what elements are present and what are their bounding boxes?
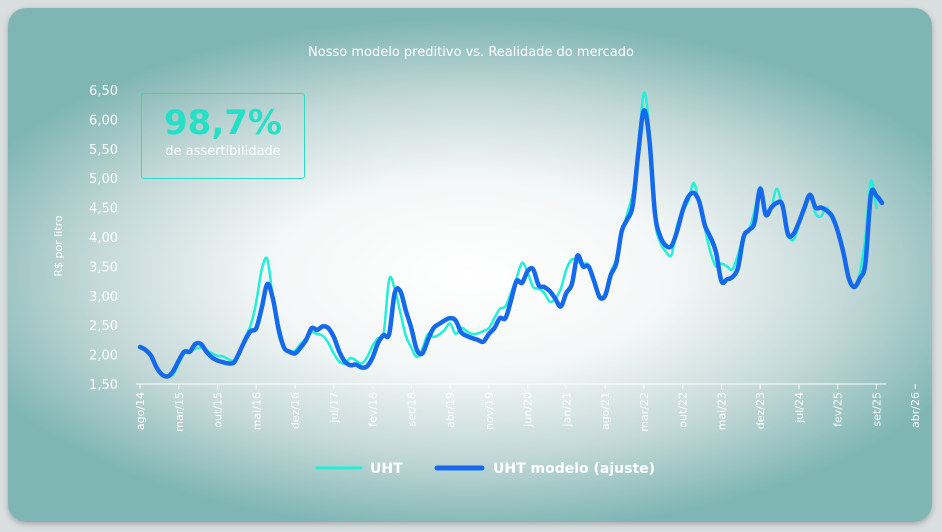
line-chart: Nosso modelo preditivo vs. Realidade do …: [52, 45, 922, 477]
x-tick-label: mar/15: [173, 392, 186, 432]
legend-label-uht: UHT: [370, 461, 403, 477]
legend: UHT UHT modelo (ajuste): [315, 461, 655, 477]
y-tick-label: 5,00: [89, 172, 118, 187]
x-tick-label: mai/23: [715, 392, 728, 430]
x-tick-label: nov/19: [483, 392, 496, 430]
accuracy-label: de assertibilidade: [165, 144, 281, 159]
y-tick-label: 6,00: [89, 113, 118, 128]
x-tick-label: out/22: [677, 392, 690, 428]
series-line-uht-modelo: [137, 108, 885, 379]
y-axis-label: R$ por litro: [52, 215, 65, 277]
chart-card: Nosso modelo preditivo vs. Realidade do …: [8, 8, 932, 522]
y-tick-label: 4,00: [89, 231, 118, 246]
y-tick-label: 3,50: [89, 260, 118, 275]
x-tick-label: jul/17: [328, 392, 341, 424]
x-tick-label: abr/26: [909, 392, 922, 428]
x-tick-label: jun/20: [522, 392, 535, 428]
x-tick-label: mai/16: [250, 392, 263, 430]
x-tick-label: set/25: [870, 392, 883, 427]
y-tick-label: 3,00: [89, 290, 118, 305]
accuracy-value: 98,7%: [164, 103, 282, 143]
x-tick-label: dez/16: [289, 392, 302, 429]
x-tick-label: abr/19: [444, 392, 457, 428]
y-tick-label: 4,50: [89, 202, 118, 217]
y-tick-label: 1,50: [89, 378, 118, 393]
y-axis-ticks: 6,50 6,00 5,50 5,00 4,50 4,00 3,50 3,00 2,50 2,00…: [89, 84, 118, 393]
x-tick-label: jan/21: [560, 392, 573, 427]
legend-label-uht-modelo: UHT modelo (ajuste): [493, 461, 655, 477]
series-layer: [137, 91, 885, 379]
y-tick-label: 6,50: [89, 84, 118, 99]
x-tick-label: jul/24: [793, 392, 806, 424]
x-tick-label: fev/25: [832, 392, 845, 427]
x-tick-label: ago/21: [599, 392, 612, 430]
x-tick-label: fev/18: [367, 392, 380, 427]
y-tick-label: 2,00: [89, 349, 118, 364]
x-tick-label: set/18: [405, 392, 418, 427]
x-axis: ago/14 mar/15 out/15 mai/16 dez/16 jul/17 fev/…: [134, 383, 922, 432]
y-tick-label: 5,50: [89, 143, 118, 158]
accuracy-kpi-box: 98,7% de assertibilidade: [141, 93, 305, 179]
x-tick-label: out/15: [212, 392, 225, 428]
x-tick-label: ago/14: [134, 392, 147, 430]
x-tick-label: dez/23: [754, 392, 767, 429]
y-tick-label: 2,50: [89, 319, 118, 334]
chart-title: Nosso modelo preditivo vs. Realidade do …: [308, 45, 634, 60]
x-tick-label: mar/22: [638, 392, 651, 432]
